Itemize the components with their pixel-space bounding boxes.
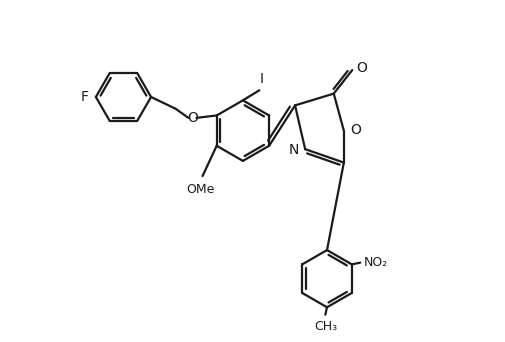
Text: O: O [356, 61, 367, 75]
Text: O: O [349, 123, 360, 137]
Text: F: F [80, 90, 88, 104]
Text: NO₂: NO₂ [363, 256, 387, 269]
Text: OMe: OMe [186, 183, 215, 196]
Text: N: N [288, 143, 298, 157]
Text: CH₃: CH₃ [313, 320, 336, 333]
Text: I: I [260, 72, 264, 86]
Text: O: O [187, 111, 197, 125]
